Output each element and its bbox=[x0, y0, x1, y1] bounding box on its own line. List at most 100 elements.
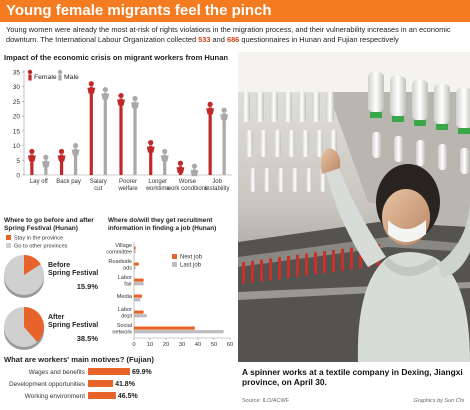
impact-bar-shoulders bbox=[87, 87, 96, 94]
red-bobbin bbox=[332, 250, 335, 272]
motive-bar bbox=[88, 368, 130, 375]
yarn-spool bbox=[242, 92, 250, 122]
impact-bar-shoulders bbox=[176, 167, 185, 174]
motive-bar bbox=[88, 380, 114, 387]
red-bobbin bbox=[341, 248, 344, 271]
impact-category-label: Longer bbox=[148, 179, 167, 185]
yarn-spool bbox=[260, 130, 267, 157]
yarn-spool bbox=[368, 72, 384, 112]
impact-y-tick-label: 30 bbox=[13, 84, 21, 91]
recruit-category-label: ads bbox=[123, 266, 132, 272]
yarn-spool bbox=[274, 130, 281, 157]
impact-bar-male bbox=[133, 101, 137, 175]
impact-bar-head bbox=[29, 148, 35, 155]
impact-y-tick-label: 10 bbox=[13, 143, 21, 150]
impact-y-tick-label: 25 bbox=[13, 99, 21, 106]
pie-label: Spring Festival bbox=[48, 322, 98, 329]
impact-category-label: welfare bbox=[117, 186, 138, 192]
impact-bar-shoulders bbox=[71, 149, 80, 156]
yarn-spool bbox=[292, 168, 298, 192]
recruit-x-tick-label: 40 bbox=[195, 342, 201, 348]
yarn-spool bbox=[326, 92, 334, 122]
recruit-bar-last bbox=[134, 314, 147, 318]
impact-bar-shoulders bbox=[117, 99, 125, 106]
impact-bar-male bbox=[222, 113, 226, 175]
yarn-spool bbox=[456, 88, 470, 128]
recruit-category-label: Village bbox=[115, 243, 132, 249]
recruit-x-tick-label: 60 bbox=[227, 342, 233, 348]
intro-and: and bbox=[210, 35, 227, 44]
impact-category-label: Job bbox=[212, 179, 222, 185]
intro-count-hunan: 533 bbox=[198, 35, 211, 44]
impact-category-label: cut bbox=[94, 186, 102, 192]
recruit-category-label: fair bbox=[124, 282, 132, 288]
yarn-spool bbox=[270, 92, 278, 122]
impact-bar-head bbox=[162, 148, 168, 155]
red-bobbin bbox=[269, 258, 272, 281]
impact-bar-female bbox=[208, 107, 212, 175]
impact-bar-male bbox=[44, 160, 48, 175]
recruit-bar-next bbox=[134, 310, 144, 314]
impact-bar-shoulders bbox=[101, 93, 110, 100]
recruit-x-tick-label: 10 bbox=[147, 342, 153, 348]
legend-person-icon bbox=[27, 69, 33, 75]
intro-part-b: questionnaires in Hunan and Fujian respe… bbox=[239, 35, 399, 44]
impact-y-tick-label: 35 bbox=[13, 70, 21, 77]
impact-bar-head bbox=[43, 154, 49, 160]
legend-swatch bbox=[28, 74, 32, 81]
impact-bar-female bbox=[89, 86, 93, 175]
impact-bar-shoulders bbox=[57, 155, 66, 162]
recruitment-title-line1: Where do/will they get recruitment bbox=[108, 217, 213, 224]
yarn-spool bbox=[312, 92, 320, 122]
impact-bar-shoulders bbox=[146, 146, 155, 153]
red-bobbin bbox=[296, 254, 299, 277]
impact-bar-head bbox=[177, 160, 184, 166]
recruit-bar-next bbox=[134, 278, 144, 282]
recruit-bar-last bbox=[134, 330, 224, 334]
recruit-x-tick-label: 30 bbox=[179, 342, 185, 348]
red-bobbin bbox=[305, 253, 308, 276]
legend-label: Female bbox=[34, 74, 57, 81]
impact-category-label: instability bbox=[205, 186, 230, 192]
motives-chart: What are workers' main motives? (Fujian)… bbox=[4, 355, 154, 400]
yarn-spool bbox=[460, 148, 469, 174]
yarn-spool bbox=[416, 140, 425, 166]
spring-festival-title-line2: Spring Festival (Hunan) bbox=[4, 225, 78, 232]
recruit-x-tick-label: 20 bbox=[163, 342, 169, 348]
legend-label-stay: Stay in the province bbox=[14, 236, 63, 242]
impact-bar-shoulders bbox=[206, 108, 215, 115]
pie-label: Before bbox=[48, 262, 70, 269]
legend-label-next: Next job bbox=[180, 255, 203, 261]
yarn-spool bbox=[284, 92, 292, 122]
legend-swatch bbox=[58, 74, 62, 81]
impact-bar-male bbox=[73, 148, 78, 175]
impact-bar-shoulders bbox=[190, 170, 199, 177]
impact-bar-shoulders bbox=[41, 161, 50, 168]
impact-bar-head bbox=[148, 140, 154, 146]
impact-bar-female bbox=[30, 154, 34, 175]
legend-swatch-next bbox=[172, 254, 177, 259]
yarn-spool bbox=[372, 132, 381, 158]
motive-value-label: 46.5% bbox=[118, 393, 139, 400]
recruit-bar-next bbox=[134, 262, 139, 266]
red-bobbin bbox=[278, 257, 281, 280]
recruit-x-tick-label: 50 bbox=[211, 342, 217, 348]
photo-caption: A spinner works at a textile company in … bbox=[242, 367, 463, 387]
recruit-category-label: Labor bbox=[118, 307, 132, 313]
impact-bar-head bbox=[102, 87, 108, 93]
impact-bar-female bbox=[59, 154, 64, 175]
yarn-spool bbox=[288, 130, 295, 157]
motive-category-label: Working environment bbox=[25, 393, 85, 400]
impact-bar-male bbox=[103, 92, 107, 175]
yarn-spool bbox=[256, 92, 264, 122]
red-bobbin bbox=[323, 251, 326, 274]
spool-green-cap bbox=[436, 124, 448, 130]
impact-bar-male bbox=[163, 154, 167, 175]
recruit-category-label: Labor bbox=[118, 275, 132, 281]
impact-y-tick-label: 5 bbox=[16, 158, 20, 165]
spinner-photo-illustration bbox=[238, 52, 470, 362]
spool-green-cap bbox=[458, 128, 470, 134]
red-bobbin bbox=[260, 259, 263, 282]
pie-value: 38.5% bbox=[77, 334, 99, 343]
